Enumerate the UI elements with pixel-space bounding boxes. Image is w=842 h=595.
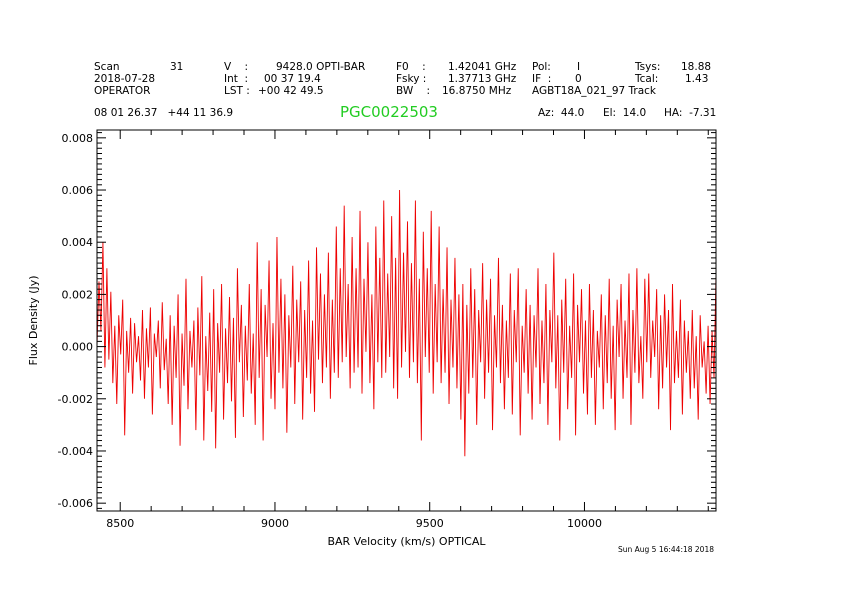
y-tick-label: 0.000 bbox=[62, 341, 94, 354]
header-int-label: Int : bbox=[224, 73, 249, 85]
header-az: Az: 44.0 bbox=[538, 107, 585, 119]
header-operator: OPERATOR bbox=[94, 85, 151, 97]
header-coords: 08 01 26.37 +44 11 36.9 bbox=[94, 107, 234, 119]
header-project: AGBT18A_021_97 Track bbox=[532, 85, 657, 97]
y-axis-label: Flux Density (Jy) bbox=[27, 275, 40, 365]
header-el: El: 14.0 bbox=[603, 107, 647, 119]
header-bw-label: BW : bbox=[396, 85, 431, 97]
header-scan-value: 31 bbox=[170, 61, 184, 73]
header-date: 2018-07-28 bbox=[94, 73, 156, 85]
ticks-layer: 8500 9000 9500 10000 -0.006 -0.004 -0.002 0.000… bbox=[58, 130, 716, 530]
y-tick-label: -0.002 bbox=[58, 393, 93, 406]
y-tick-label: -0.004 bbox=[58, 445, 93, 458]
y-tick-label: -0.006 bbox=[58, 497, 93, 510]
source-title: PGC0022503 bbox=[340, 103, 438, 121]
header-if-value: 0 bbox=[575, 73, 582, 85]
header-pol-label: Pol: bbox=[532, 61, 551, 73]
header-v-label: V : bbox=[224, 61, 249, 73]
header-pol-value: I bbox=[577, 61, 581, 73]
header-f0-value: 1.42041 GHz bbox=[448, 61, 517, 73]
header-lst-label: LST : bbox=[224, 85, 250, 97]
y-tick-label: 0.008 bbox=[62, 132, 94, 145]
spectrum-line bbox=[96, 190, 717, 457]
header-v-value: 9428.0 OPTI-BAR bbox=[276, 61, 366, 73]
x-tick-label: 9500 bbox=[416, 517, 444, 530]
footer-timestamp: Sun Aug 5 16:44:18 2018 bbox=[618, 545, 714, 554]
x-tick-label: 9000 bbox=[261, 517, 289, 530]
header-ha: HA: -7.31 bbox=[664, 107, 717, 119]
header-tsys-value: 18.88 bbox=[681, 61, 712, 73]
y-tick-label: 0.004 bbox=[62, 236, 94, 249]
header-bw-value: 16.8750 MHz bbox=[442, 85, 512, 97]
x-tick-label: 10000 bbox=[567, 517, 602, 530]
header-scan-label: Scan bbox=[94, 61, 120, 73]
header-lst-value: +00 42 49.5 bbox=[258, 85, 324, 97]
series-layer bbox=[96, 190, 717, 457]
header-fsky-label: Fsky : bbox=[396, 73, 427, 85]
x-axis-label: BAR Velocity (km/s) OPTICAL bbox=[327, 535, 486, 548]
header-tcal-label: Tcal: bbox=[635, 73, 659, 85]
header-fsky-value: 1.37713 GHz bbox=[448, 73, 517, 85]
header-tsys-label: Tsys: bbox=[635, 61, 661, 73]
header-tcal-value: 1.43 bbox=[685, 73, 709, 85]
y-tick-label: 0.002 bbox=[62, 288, 94, 301]
header-f0-label: F0 : bbox=[396, 61, 426, 73]
header-if-label: IF : bbox=[532, 73, 552, 85]
y-tick-label: 0.006 bbox=[62, 184, 94, 197]
x-tick-label: 8500 bbox=[106, 517, 134, 530]
plot-frame bbox=[96, 129, 717, 512]
header-int-value: 00 37 19.4 bbox=[264, 73, 321, 85]
